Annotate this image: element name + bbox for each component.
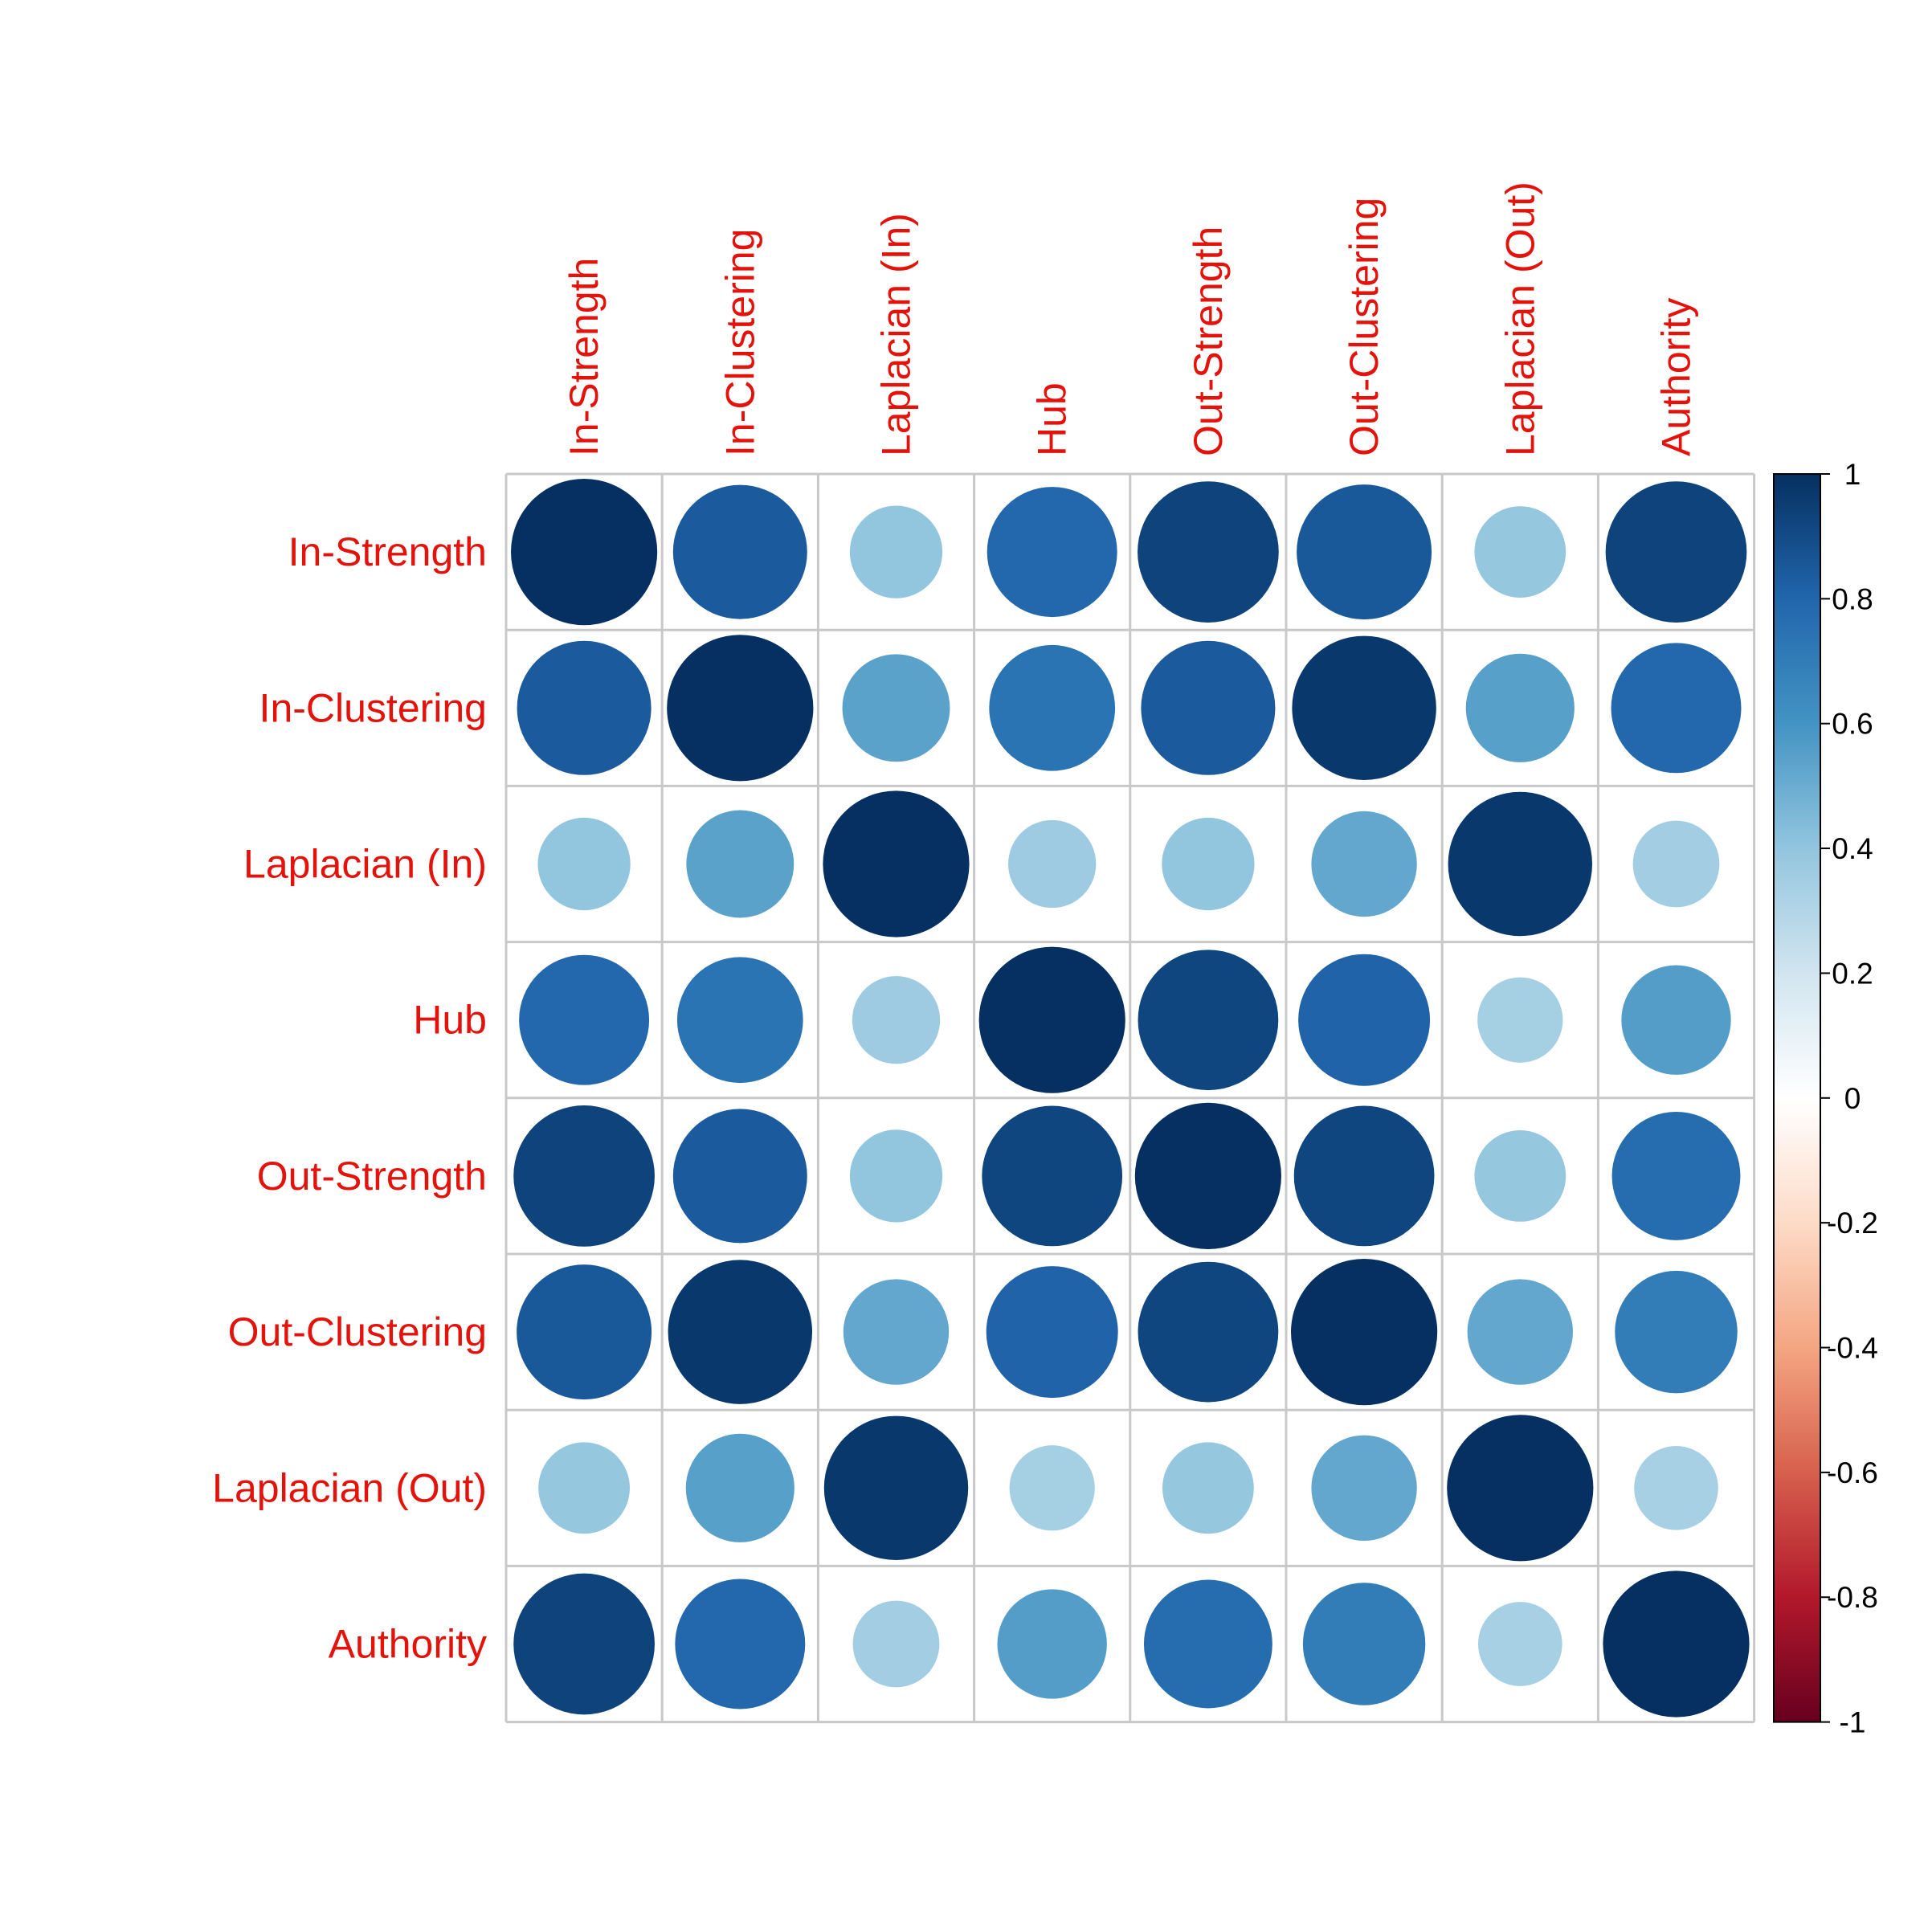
correlation-circle: [986, 487, 1117, 618]
colorbar-tick-label: 1: [1844, 458, 1861, 491]
row-label: In-Strength: [288, 529, 487, 574]
correlation-circle: [1291, 1259, 1438, 1406]
correlation-circle: [1477, 1602, 1562, 1686]
correlation-circle: [1292, 635, 1436, 781]
correlation-circle: [1467, 1279, 1573, 1385]
column-label: Hub: [1030, 382, 1075, 456]
correlation-circle: [1447, 1415, 1594, 1562]
correlation-circle: [1143, 1579, 1272, 1709]
correlation-circle: [1162, 817, 1255, 911]
correlation-circle: [1162, 1442, 1254, 1534]
correlation-circle: [1141, 640, 1276, 775]
correlation-circle: [1474, 506, 1566, 598]
colorbar-tick-label: -0.4: [1827, 1332, 1878, 1365]
correlation-circle: [519, 954, 650, 1085]
correlation-circle: [685, 1433, 794, 1542]
column-label: Laplacian (In): [874, 213, 919, 456]
correlation-circle: [823, 790, 970, 937]
correlation-circle: [676, 957, 803, 1084]
correlation-circle: [1621, 965, 1731, 1075]
correlation-circle: [1138, 1261, 1279, 1403]
colorbar: 1 0.8 0.6 0.4 0.2 0 -0.2 -0.4 -0.6 -0.8 -1: [1773, 458, 1878, 1739]
correlation-circle: [672, 1109, 807, 1244]
correlation-circle: [1008, 819, 1097, 909]
row-label: Laplacian (Out): [212, 1465, 487, 1510]
correlation-circle: [1634, 1445, 1718, 1530]
colorbar-tick-label: 0.2: [1832, 957, 1873, 990]
correlation-circle: [1605, 481, 1747, 623]
correlation-circle: [517, 1264, 652, 1400]
row-label: Out-Clustering: [228, 1309, 487, 1354]
correlation-circle: [1611, 643, 1742, 774]
correlation-circle: [989, 644, 1116, 771]
correlation-circle: [686, 810, 794, 918]
colorbar-tick-label: -1: [1840, 1706, 1866, 1739]
row-label: Authority: [329, 1622, 487, 1667]
correlation-circle: [982, 1105, 1123, 1247]
cells-layer: [504, 472, 1756, 1724]
correlation-circle: [1474, 1130, 1566, 1222]
correlation-circle: [997, 1589, 1107, 1699]
correlation-circle: [517, 640, 652, 775]
row-label: Hub: [413, 998, 487, 1043]
colorbar-tick-label: 0.8: [1832, 582, 1873, 615]
correlation-circle: [1465, 653, 1575, 762]
correlation-circle: [1632, 820, 1720, 908]
correlation-circle: [1298, 954, 1431, 1086]
correlation-circle: [986, 1266, 1118, 1399]
colorbar-tick-label: -0.8: [1827, 1581, 1878, 1614]
row-label: Laplacian (In): [243, 842, 487, 887]
correlation-circle: [1297, 484, 1432, 620]
colorbar-tick-label: 0.6: [1832, 708, 1873, 741]
correlation-circle: [1611, 1111, 1741, 1240]
correlation-circle: [672, 484, 807, 619]
labels-layer: In-Strength In-Clustering Laplacian (In) Hu…: [212, 182, 1698, 1666]
correlation-circle: [849, 1129, 943, 1223]
correlation-circle: [537, 817, 631, 911]
correlation-circle: [538, 1442, 630, 1534]
correlation-circle: [852, 976, 941, 1064]
colorbar-tick-label: -0.6: [1827, 1456, 1878, 1489]
correlation-circle: [1311, 811, 1417, 917]
colorbar-gradient: [1774, 474, 1820, 1722]
correlation-circle: [978, 946, 1125, 1093]
correlation-circle: [513, 1573, 655, 1715]
correlation-circle: [1138, 950, 1279, 1091]
correlation-circle: [1615, 1270, 1738, 1394]
correlation-circle: [1293, 1105, 1435, 1247]
correlation-circle: [513, 1105, 655, 1247]
correlation-circle: [667, 635, 814, 782]
column-label: Out-Strength: [1186, 227, 1231, 456]
correlation-circle: [1477, 977, 1563, 1063]
correlation-circle: [1009, 1445, 1095, 1531]
column-label: In-Strength: [562, 258, 607, 456]
correlation-circle: [1311, 1435, 1417, 1541]
colorbar-tick-label: 0: [1844, 1082, 1861, 1115]
correlation-circle: [1448, 791, 1593, 937]
colorbar-tick-label: -0.2: [1827, 1207, 1878, 1240]
correlation-circle: [668, 1260, 813, 1404]
correlation-circle: [852, 1600, 940, 1688]
correlation-circle: [849, 505, 943, 598]
column-label: Authority: [1654, 298, 1699, 456]
correlation-circle: [675, 1579, 806, 1709]
row-label: In-Clustering: [259, 685, 487, 730]
correlation-circle: [823, 1415, 969, 1561]
column-label: Out-Clustering: [1342, 198, 1387, 456]
correlation-circle: [1302, 1583, 1426, 1705]
row-label: Out-Strength: [257, 1154, 487, 1199]
column-label: Laplacian (Out): [1497, 182, 1542, 456]
correlation-circle: [1138, 481, 1279, 623]
correlation-circle: [1603, 1571, 1750, 1718]
colorbar-tick-label: 0.4: [1832, 832, 1873, 865]
column-label: In-Clustering: [717, 229, 762, 456]
correlation-circle: [843, 1279, 950, 1385]
correlation-circle: [511, 479, 658, 626]
correlation-circle: [1134, 1102, 1281, 1249]
correlation-circle: [842, 654, 950, 762]
